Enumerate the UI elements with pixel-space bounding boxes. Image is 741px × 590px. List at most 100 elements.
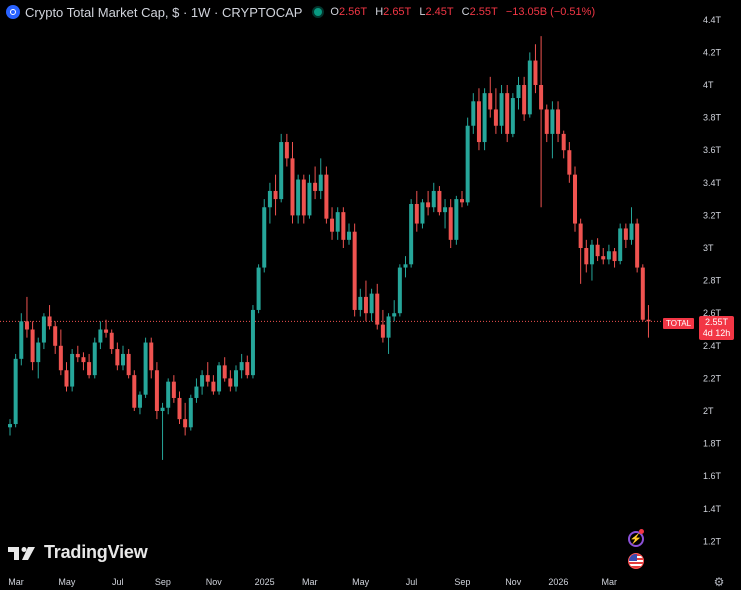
candle-body	[245, 362, 250, 376]
candle-body	[104, 329, 109, 333]
candle-body	[115, 349, 120, 366]
candle-body	[465, 125, 470, 203]
x-tick-label: May	[58, 577, 76, 587]
candle-body	[30, 329, 35, 363]
candle-body	[426, 202, 431, 208]
y-tick-label: 2.6T	[703, 308, 722, 318]
x-tick-label: Nov	[206, 577, 223, 587]
us-flag-icon[interactable]	[628, 553, 644, 569]
y-tick-label: 3.2T	[703, 210, 722, 220]
candle-body	[352, 231, 357, 310]
candle-body	[160, 407, 165, 411]
candle-body	[92, 342, 97, 376]
symbol-legend: Crypto Total Market Cap, $ · 1W · CRYPTO…	[6, 4, 595, 20]
candle-body	[126, 353, 131, 376]
open-label: O	[330, 6, 339, 18]
y-tick-label: 2.2T	[703, 373, 722, 383]
candle-body	[154, 370, 159, 411]
y-tick-label: 4.4T	[703, 15, 722, 25]
status-dot-icon	[314, 8, 323, 16]
y-tick-label: 1.2T	[703, 536, 722, 546]
candle-body	[41, 316, 46, 343]
candle-body	[341, 212, 346, 240]
candle-body	[166, 381, 171, 408]
candle-body	[392, 313, 397, 317]
y-tick-label: 1.8T	[703, 439, 722, 449]
candle-body	[8, 424, 12, 428]
brand-name: TradingView	[44, 542, 148, 562]
lightning-icon[interactable]: ⚡	[628, 531, 644, 547]
tradingview-logo[interactable]: TradingView	[8, 542, 148, 563]
candle-body	[318, 174, 323, 191]
candle-body	[53, 326, 58, 346]
candle-body	[358, 296, 363, 310]
candle-body	[363, 296, 368, 314]
candle-body	[290, 158, 295, 216]
bar-countdown: 4d 12h	[702, 328, 731, 338]
notification-badge	[639, 529, 644, 534]
candle-body	[183, 419, 188, 428]
candle-body	[454, 199, 459, 240]
candle-body	[98, 329, 103, 343]
y-tick-label: 2T	[703, 406, 714, 416]
settings-icon[interactable]: ⚙	[713, 575, 725, 589]
candle-body	[347, 231, 351, 240]
candle-body	[279, 142, 284, 200]
x-tick-label: Sep	[155, 577, 171, 587]
candle-body	[510, 98, 515, 134]
candle-body	[313, 182, 318, 191]
candle-body	[284, 142, 289, 159]
candle-body	[81, 357, 86, 363]
candle-body	[471, 101, 476, 126]
candle-body	[516, 85, 521, 99]
candle-body	[437, 190, 442, 213]
candle-body	[578, 223, 583, 248]
candle-body	[527, 60, 532, 115]
candle-body	[375, 293, 380, 325]
x-tick-label: 2026	[548, 577, 568, 587]
candle-body	[267, 190, 272, 208]
candle-body	[296, 179, 301, 216]
candle-body	[386, 316, 391, 338]
change-value: −13.05B (−0.51%)	[505, 6, 596, 18]
candle-body	[533, 60, 538, 85]
open-value: 2.56T	[338, 6, 368, 18]
candle-body	[87, 362, 92, 376]
close-label: C	[461, 6, 470, 18]
candle-body	[539, 85, 544, 110]
candle-body	[380, 324, 385, 338]
y-tick-label: 3T	[703, 243, 714, 253]
candle-body	[234, 370, 238, 387]
x-tick-label: Jul	[112, 577, 124, 587]
x-tick-label: May	[352, 577, 370, 587]
candle-body	[403, 264, 408, 268]
candle-body	[414, 203, 419, 224]
last-price-value: 2.55T	[704, 317, 728, 327]
candle-body	[544, 109, 549, 134]
candle-body	[137, 394, 142, 408]
y-tick-label: 3.6T	[703, 145, 722, 155]
crypto-symbol-icon[interactable]	[6, 5, 20, 19]
candle-body	[211, 381, 216, 392]
high-label: H	[375, 6, 384, 18]
candle-body	[640, 267, 645, 320]
candle-body	[601, 256, 606, 260]
candle-body	[217, 365, 222, 392]
x-tick-label: Mar	[8, 577, 24, 587]
tradingview-logo-icon	[8, 546, 35, 560]
symbol-title[interactable]: Crypto Total Market Cap, $ · 1W · CRYPTO…	[25, 4, 303, 20]
candle-body	[13, 358, 18, 425]
candle-body	[567, 150, 572, 175]
high-value: 2.65T	[383, 6, 412, 18]
candle-body	[256, 267, 261, 310]
candle-body	[505, 93, 510, 134]
candle-body	[584, 248, 589, 265]
candle-body	[171, 381, 176, 398]
y-tick-label: 1.4T	[703, 504, 722, 514]
candle-body	[36, 342, 41, 363]
candle-body	[194, 386, 199, 398]
candle-body	[443, 207, 448, 213]
candle-body	[330, 218, 335, 232]
